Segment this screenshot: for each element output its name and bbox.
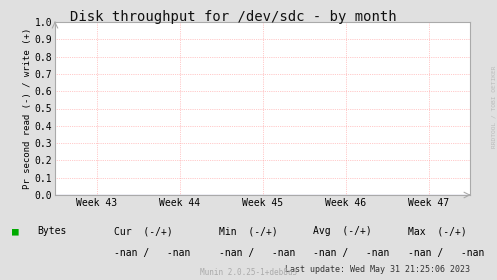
- Text: -nan /   -nan: -nan / -nan: [219, 248, 295, 258]
- Text: Disk throughput for /dev/sdc - by month: Disk throughput for /dev/sdc - by month: [70, 10, 397, 24]
- Text: -nan /   -nan: -nan / -nan: [313, 248, 390, 258]
- Text: Cur  (-/+): Cur (-/+): [114, 226, 173, 236]
- Text: Min  (-/+): Min (-/+): [219, 226, 277, 236]
- Text: -nan /   -nan: -nan / -nan: [114, 248, 191, 258]
- Text: ■: ■: [12, 226, 19, 236]
- Text: Max  (-/+): Max (-/+): [408, 226, 466, 236]
- Text: RRDTOOL / TOBI OETIKER: RRDTOOL / TOBI OETIKER: [491, 65, 496, 148]
- Y-axis label: Pr second read (-) / write (+): Pr second read (-) / write (+): [23, 28, 32, 189]
- Text: Last update: Wed May 31 21:25:06 2023: Last update: Wed May 31 21:25:06 2023: [285, 265, 470, 274]
- Text: -nan /   -nan: -nan / -nan: [408, 248, 484, 258]
- Text: Bytes: Bytes: [37, 226, 67, 236]
- Text: Avg  (-/+): Avg (-/+): [313, 226, 372, 236]
- Text: Munin 2.0.25-1+deb8u3: Munin 2.0.25-1+deb8u3: [200, 268, 297, 277]
